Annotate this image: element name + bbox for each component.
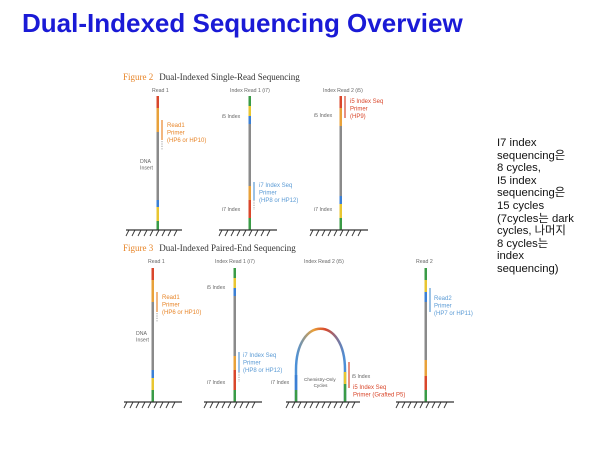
fig3-ground-1	[123, 401, 182, 409]
fig3-read1-primer-label: Read1 Primer (HP6 or HP10)	[162, 295, 201, 316]
fig3-i7-index-label-2: i7 Index	[271, 380, 290, 386]
fig3-i5-primer-label: i5 Index Seq Primer (Grafted P5)	[353, 385, 405, 399]
fig2-i7-index-label-1: i7 Index	[222, 207, 241, 213]
fig2-caption: Dual-Indexed Single-Read Sequencing	[159, 72, 300, 82]
fig3-ground-2	[203, 401, 262, 409]
fig2-i5-index-label-1: i5 Index	[222, 114, 241, 120]
fig3-heading: Figure 3 Dual-Indexed Paired-End Sequenci…	[123, 243, 296, 253]
fig2-ground-1	[125, 229, 182, 237]
fig2-col-index1: Index Read 1 (i7)	[230, 88, 270, 94]
fig3-ground-4	[395, 401, 454, 409]
fig2-dna-insert-label: DNA Insert	[140, 159, 154, 172]
fig2-ground-2	[218, 229, 277, 237]
fig3-number: Figure 3	[123, 243, 154, 253]
fig2-strand-index2	[339, 96, 346, 230]
fig3-chemistry-only-label: Chemistry-Only Cycles	[304, 377, 337, 388]
fig3-dna-insert-label: DNA Insert	[136, 331, 150, 344]
fig3-i7-index-label-1: i7 Index	[207, 380, 226, 386]
fig3-col-index1: Index Read 1 (i7)	[215, 259, 255, 265]
fig3-i5-index-label: i5 Index	[207, 285, 226, 291]
fig3-col-read2: Read 2	[416, 259, 433, 265]
fig3-read2-primer-label: Read2 Primer (HP7 or HP11)	[434, 296, 473, 317]
fig2-strand-index1	[248, 96, 255, 230]
fig2-strand-read1	[156, 96, 163, 230]
fig3-bridge-strand	[294, 327, 350, 402]
fig3-strand-read2	[424, 268, 431, 402]
fig2-i7-primer-label: i7 Index Seq Primer (HP8 or HP12)	[259, 183, 298, 204]
fig2-number: Figure 2	[123, 72, 153, 82]
fig3-i5-index-loop-label: i5 Index	[352, 374, 371, 380]
fig2-heading: Figure 2 Dual-Indexed Single-Read Sequenc…	[123, 72, 300, 82]
fig3-col-read1: Read 1	[148, 259, 165, 265]
fig3-strand-index1	[233, 268, 240, 402]
fig2-i7-index-label-2: i7 Index	[314, 207, 333, 213]
fig3-strand-read1	[151, 268, 158, 402]
index-cycle-note: I7 index sequencing은 8 cycles, I5 index …	[497, 137, 574, 275]
slide-title: Dual-Indexed Sequencing Overview	[22, 8, 463, 38]
fig3-col-index2: Index Read 2 (i5)	[304, 259, 344, 265]
fig3-ground-3	[285, 401, 360, 409]
fig3-i7-primer-label: i7 Index Seq Primer (HP8 or HP12)	[243, 353, 282, 374]
fig2-i5-index-label-2: i5 Index	[314, 113, 333, 119]
fig3-caption: Dual-Indexed Paired-End Sequencing	[159, 243, 296, 253]
fig2-ground-3	[309, 229, 368, 237]
fig2-read1-primer-label: Read1 Primer (HP6 or HP10)	[167, 123, 206, 144]
fig2-i5-primer-label: i5 Index Seq Primer (HP9)	[350, 99, 385, 120]
fig2-col-read1: Read 1	[152, 88, 169, 94]
fig2-col-index2: Index Read 2 (i5)	[323, 88, 363, 94]
